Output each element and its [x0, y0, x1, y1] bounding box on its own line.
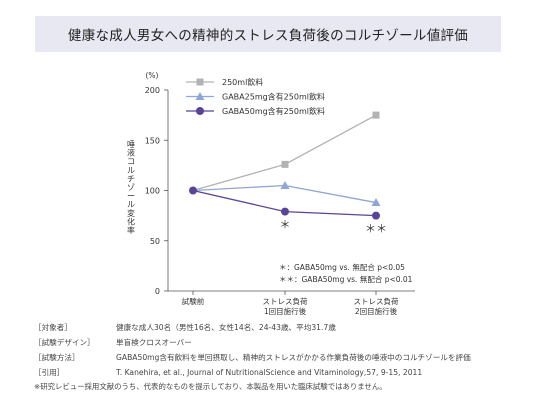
data-point — [371, 198, 381, 207]
note-row: ［試験デザイン］ 単盲検クロスオーバー — [34, 335, 524, 350]
significance-mark: ＊＊ — [365, 222, 387, 235]
footnote: ※研究レビュー採用文献のうち、代表的なものを提示しており、本製品を用いた臨床試験… — [34, 382, 387, 391]
note-row: ［対象者］ 健康な成人30名（男性16名、女性14名、24-43歳、平均31.7… — [34, 320, 524, 335]
note-value: GABA50mg含有飲料を単回摂取し、精神的ストレスがかかる作業負荷後の唾液中の… — [116, 353, 471, 362]
title-band: 健康な成人男女への精神的ストレス負荷後のコルチゾール値評価 — [35, 16, 501, 52]
legend-marker — [195, 92, 205, 100]
significance-note: ＊＊：GABA50mg vs. 無配合 p<0.01 — [279, 274, 413, 284]
data-point — [280, 180, 290, 189]
note-value: 単盲検クロスオーバー — [116, 338, 192, 347]
note-label: ［試験デザイン］ — [34, 338, 95, 347]
y-tick-label: 150 — [145, 136, 160, 145]
data-point — [372, 111, 380, 119]
y-tick-label: 100 — [145, 187, 160, 196]
data-point — [372, 211, 380, 220]
x-tick-label: ストレス負荷 1回目施行後 — [263, 296, 308, 316]
y-tick-label: 0 — [155, 287, 160, 296]
note-value: 健康な成人30名（男性16名、女性14名、24-43歳、平均31.7歳 — [116, 323, 336, 332]
data-point — [281, 160, 289, 168]
legend-label: GABA50mg含有250ml飲料 — [222, 106, 325, 116]
x-tick-label: ストレス負荷 2回目施行後 — [354, 296, 399, 316]
legend-marker — [196, 78, 204, 86]
chart-title: 健康な成人男女への精神的ストレス負荷後のコルチゾール値評価 — [67, 28, 469, 44]
chart-series — [189, 111, 381, 220]
data-point — [189, 186, 197, 195]
note-row: ［試験方法］ GABA50mg含有飲料を単回摂取し、精神的ストレスがかかる作業負… — [34, 350, 524, 365]
significance-mark: ＊ — [280, 218, 291, 231]
chart-annotations: ＊＊＊＊：GABA50mg vs. 無配合 p<0.05＊＊：GABA50mg … — [279, 218, 413, 284]
data-point — [281, 207, 289, 216]
y-axis-label: 唾液コルチゾール変化率 — [127, 140, 135, 235]
note-label: ［対象者］ — [34, 323, 72, 332]
y-tick-label: 50 — [150, 237, 160, 246]
note-label: ［試験方法］ — [34, 353, 80, 362]
note-value: T. Kanehira, et al., Journal of Nutritio… — [116, 368, 423, 377]
study-notes: ［対象者］ 健康な成人30名（男性16名、女性14名、24-43歳、平均31.7… — [34, 320, 524, 380]
note-label: ［引用］ — [34, 368, 65, 377]
y-unit-label: (%) — [146, 71, 159, 80]
y-tick-label: 200 — [145, 86, 160, 95]
significance-note: ＊：GABA50mg vs. 無配合 p<0.05 — [279, 262, 405, 272]
series-line-1 — [192, 114, 377, 192]
legend-label: GABA25mg含有250ml飲料 — [222, 92, 325, 102]
note-row: ［引用］ T. Kanehira, et al., Journal of Nut… — [34, 365, 524, 380]
legend-label: 250ml飲料 — [222, 77, 263, 87]
x-tick-label: 試験前 — [182, 296, 205, 306]
legend-marker — [196, 107, 204, 115]
chart-legend: 250ml飲料 GABA25mg含有250ml飲料 GABA50mg含有250ml飲… — [186, 77, 325, 116]
